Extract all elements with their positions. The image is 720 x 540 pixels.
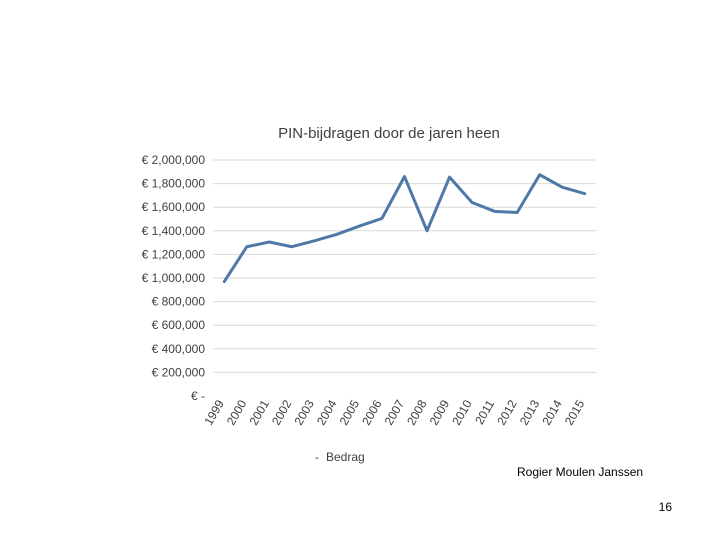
y-tick-label: € 2,000,000: [142, 153, 206, 167]
gridlines: [213, 159, 596, 373]
series-layer: [222, 173, 587, 284]
y-tick-label: € 400,000: [152, 342, 206, 356]
x-tick-label: 2009: [427, 397, 453, 427]
x-tick-label: 2004: [314, 397, 340, 427]
y-tick-label: € 600,000: [152, 318, 206, 332]
x-tick-label: 2000: [224, 397, 250, 427]
y-tick-label: € 1,200,000: [142, 247, 206, 261]
series-line-bedrag: [222, 173, 587, 284]
x-axis-ticks: 1999200020012002200320042005200620072008…: [201, 397, 587, 427]
y-tick-label: € 1,800,000: [142, 177, 206, 191]
x-tick-label: 2005: [337, 397, 363, 427]
y-tick-label: € 800,000: [152, 295, 206, 309]
x-tick-label: 2011: [472, 397, 497, 427]
legend: - Bedrag: [315, 450, 365, 464]
x-tick-label: 2006: [359, 397, 385, 427]
legend-marker: -: [315, 450, 319, 464]
y-tick-label: € 1,600,000: [142, 200, 206, 214]
y-axis-ticks: € - € 200,000 € 400,000 € 600,000 € 800,000 €…: [142, 153, 206, 403]
y-tick-label: € 1,400,000: [142, 224, 206, 238]
y-tick-label: € -: [191, 389, 205, 403]
x-tick-label: 2013: [517, 397, 543, 427]
legend-entry-bedrag: Bedrag: [326, 450, 365, 464]
x-tick-label: 2001: [246, 397, 272, 427]
y-tick-label: € 200,000: [152, 365, 206, 379]
x-tick-label: 2015: [562, 397, 588, 427]
y-tick-label: € 1,000,000: [142, 271, 206, 285]
x-tick-label: 2008: [404, 397, 430, 427]
page-number: 16: [658, 500, 672, 514]
x-tick-label: 2007: [382, 397, 408, 427]
x-tick-label: 2003: [292, 397, 318, 427]
x-tick-label: 2002: [269, 397, 295, 427]
chart-title: PIN-bijdragen door de jaren heen: [278, 125, 500, 142]
x-tick-label: 2012: [494, 397, 520, 427]
x-tick-label: 1999: [201, 397, 227, 427]
author-name: Rogier Moulen Janssen: [517, 465, 644, 479]
x-tick-label: 2010: [449, 397, 475, 427]
x-tick-label: 2014: [539, 397, 565, 427]
